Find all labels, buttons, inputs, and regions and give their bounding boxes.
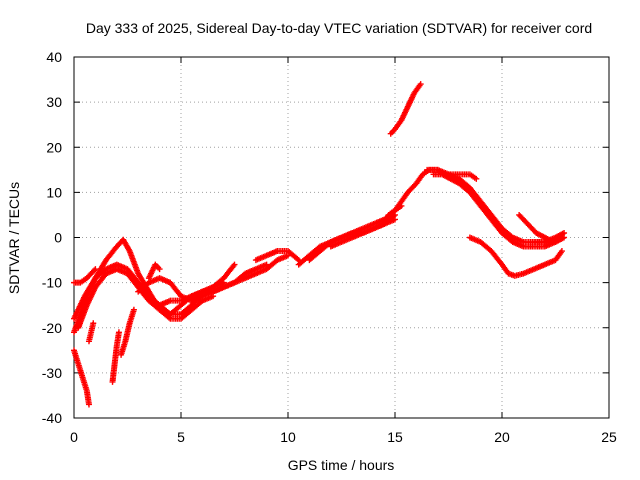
series-track-5	[71, 347, 92, 408]
series-track-10	[145, 261, 163, 282]
data-point	[130, 306, 137, 313]
ticks: 0 5 10 15 20 25 -40 -30 -20 -10 0 10 20 30 40	[42, 49, 617, 445]
series-track-22	[466, 234, 565, 279]
series-track-21	[445, 171, 480, 182]
x-tick-label: 0	[70, 429, 78, 445]
x-axis-label: GPS time / hours	[288, 457, 395, 473]
y-tick-label: -40	[42, 410, 62, 426]
data-point	[92, 266, 99, 273]
series-track-8	[118, 306, 137, 358]
y-axis-label: SDTVAR / TECUs	[6, 182, 22, 294]
data-point	[473, 175, 480, 182]
y-tick-label: 40	[46, 49, 62, 65]
series-track-16	[327, 216, 398, 250]
y-tick-label: 30	[46, 94, 62, 110]
series-track-3	[75, 266, 206, 331]
y-tick-label: -20	[42, 320, 62, 336]
series-track-24	[531, 229, 568, 246]
x-tick-label: 15	[387, 429, 403, 445]
series-track-13	[252, 248, 302, 264]
plot-frame	[73, 56, 610, 419]
data-point	[90, 320, 97, 327]
x-tick-label: 20	[494, 429, 510, 445]
data-point	[85, 401, 92, 408]
data-point	[91, 267, 98, 274]
y-tick-label: -10	[42, 275, 62, 291]
data-point	[561, 229, 568, 236]
x-tick-label: 5	[177, 429, 185, 445]
chart-title: Day 333 of 2025, Sidereal Day-to-day VTE…	[86, 20, 592, 36]
series-track-20	[430, 171, 559, 250]
series-track-18	[387, 81, 424, 137]
x-tick-label: 10	[280, 429, 296, 445]
y-tick-label: 10	[46, 184, 62, 200]
series-track-4	[71, 266, 99, 286]
data-point	[417, 81, 424, 88]
y-tick-label: -30	[42, 365, 62, 381]
series-track-7	[109, 329, 122, 385]
series-track-6	[85, 320, 97, 345]
y-tick-label: 0	[54, 230, 62, 246]
grid	[74, 57, 609, 418]
y-tick-label: 20	[46, 139, 62, 155]
data-point	[392, 216, 398, 223]
data-point	[156, 266, 163, 273]
series-track-12	[188, 252, 291, 304]
x-tick-label: 25	[601, 429, 617, 445]
data-point	[115, 329, 122, 336]
data-point	[231, 261, 238, 268]
data-points	[71, 81, 568, 408]
data-point	[558, 248, 565, 255]
